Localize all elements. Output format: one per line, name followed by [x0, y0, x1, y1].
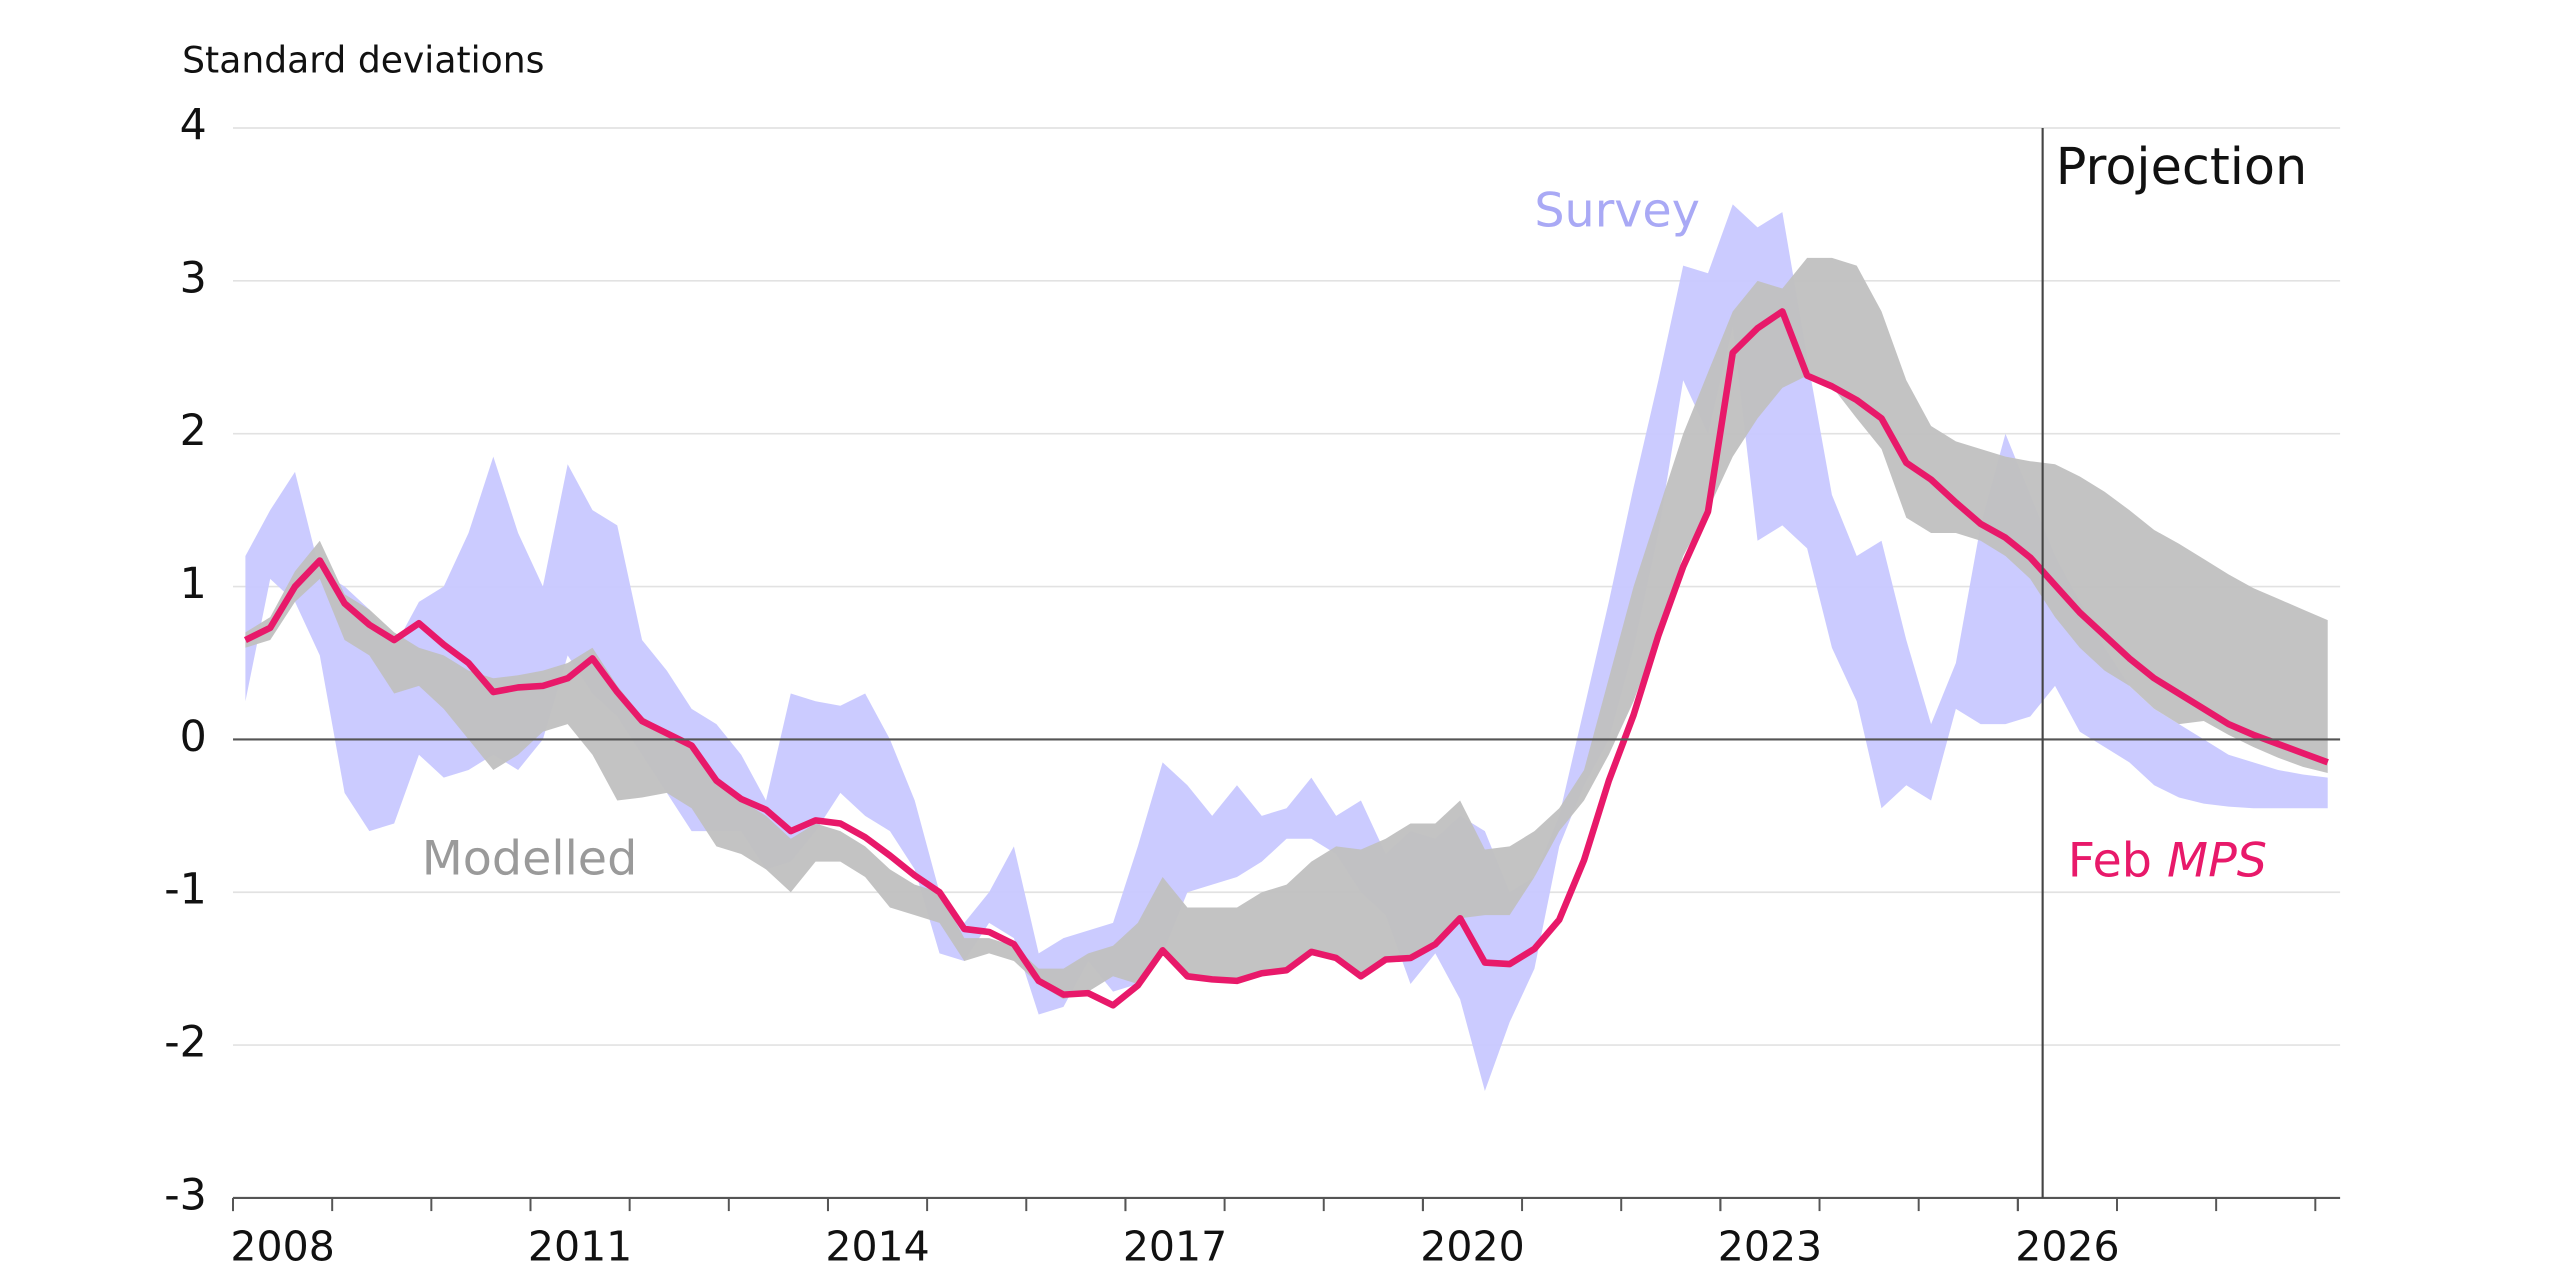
line [243, 308, 2329, 1009]
x-tick-label: 2017 [1123, 1222, 1227, 1270]
y-tick-label: -3 [164, 1170, 207, 1220]
y-tick-label: 4 [180, 101, 207, 151]
y-axis-label: Standard deviations [182, 38, 544, 81]
series-label: Feb MPS [2068, 833, 2267, 888]
x-tick-label: 2008 [230, 1222, 334, 1270]
projection-label: Projection [2056, 137, 2308, 196]
x-tick-label: 2014 [825, 1222, 929, 1270]
y-tick-label: 2 [180, 406, 207, 456]
data [243, 204, 2329, 1091]
x-tick-label: 2020 [1420, 1222, 1524, 1270]
y-tick-label: -1 [164, 865, 207, 915]
series-label: Survey [1534, 183, 1700, 238]
band-area [245, 204, 2328, 1091]
y-tick-label: 0 [180, 712, 207, 762]
x-tick-label: 2023 [1718, 1222, 1822, 1270]
x-tick-label: 2026 [2015, 1222, 2119, 1270]
y-tick-label: 3 [180, 253, 207, 303]
y-tick-label: 1 [180, 559, 207, 609]
series-label: Modelled [422, 832, 638, 887]
y-tick-label: -2 [164, 1018, 207, 1068]
axes: -3 -2 -1 0 1 2 3 4 2008 2011 2014 2017 2020 2023 2026 P… [164, 101, 2341, 1270]
x-tick-label: 2011 [528, 1222, 632, 1270]
